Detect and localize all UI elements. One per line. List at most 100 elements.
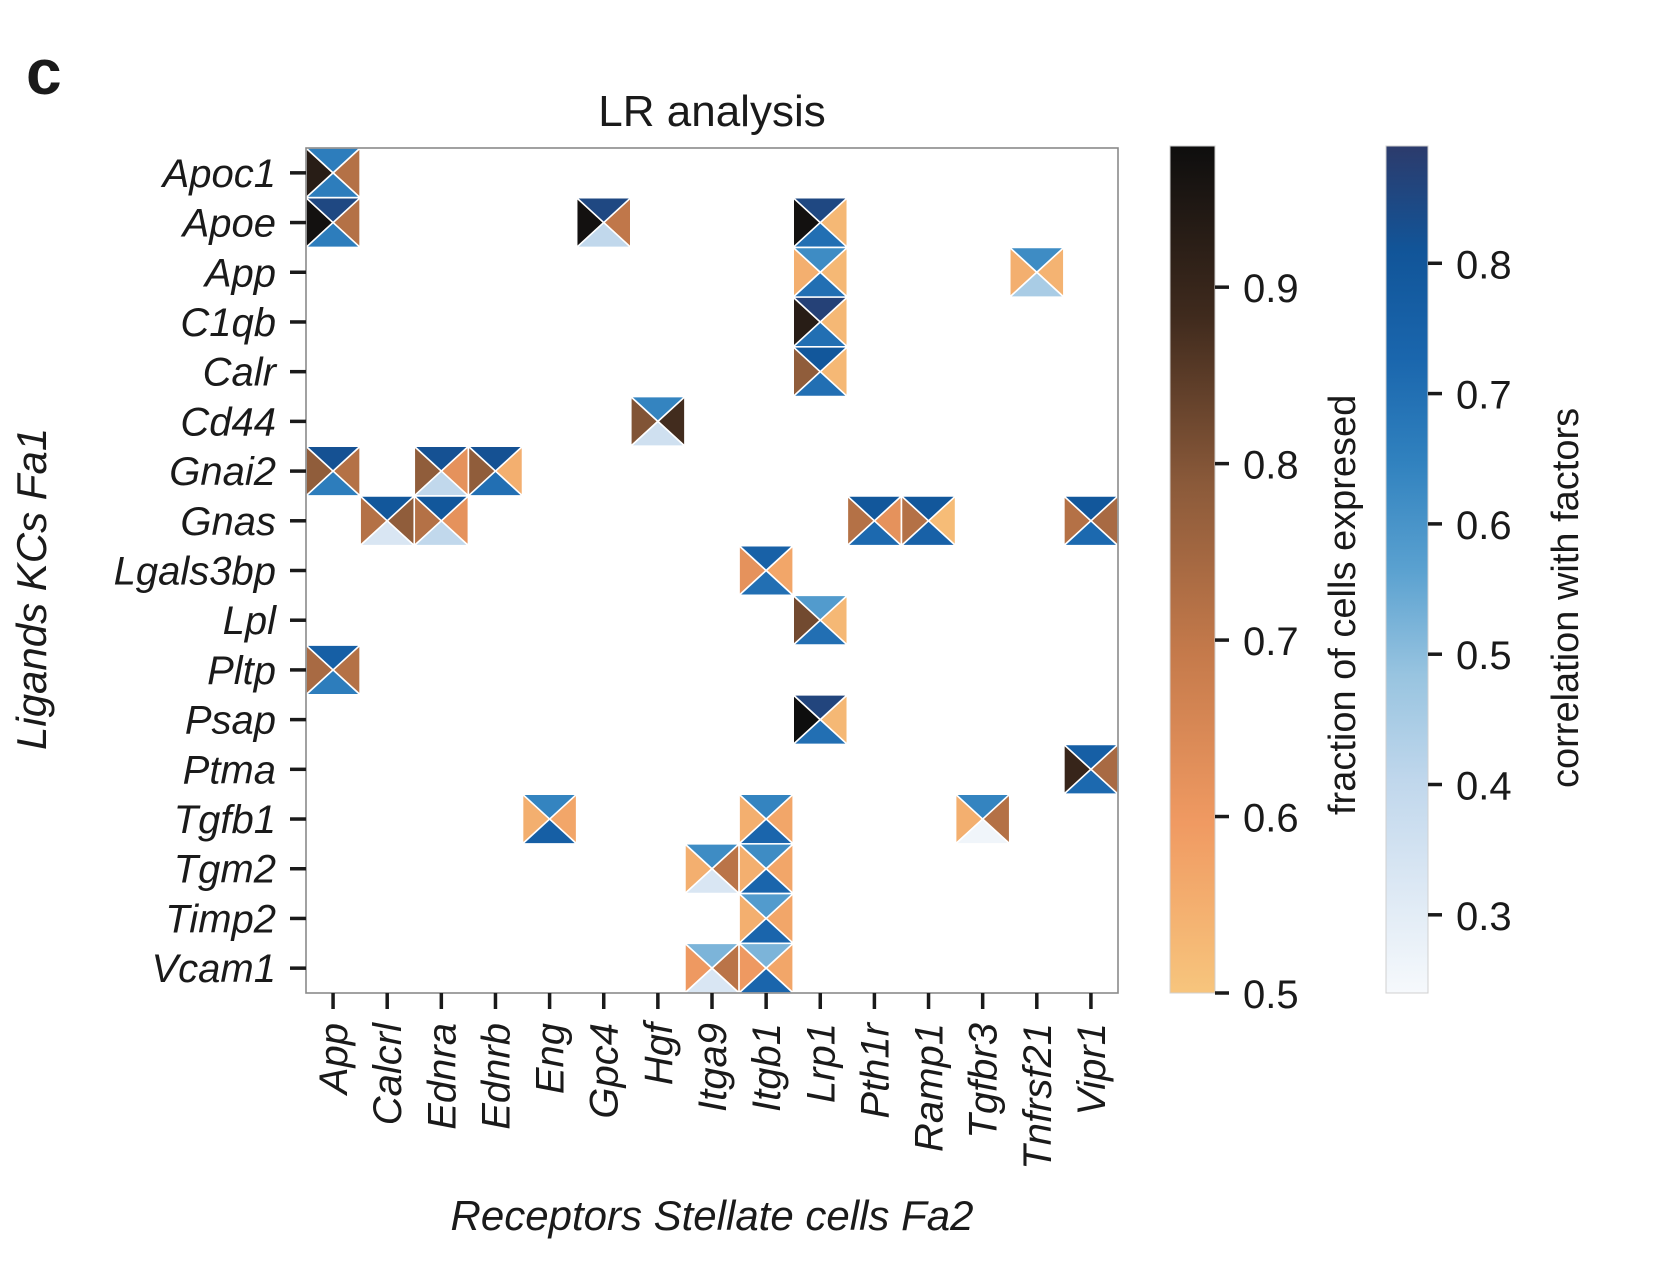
y-tick-label: Calr	[203, 351, 278, 395]
colorbar-fraction	[1169, 145, 1216, 994]
colorbar-correlation-tick-label: 0.3	[1456, 895, 1512, 939]
x-tick-label: Calcrl	[366, 1022, 410, 1125]
cell-Gnai2-Ednrb-receptor-corr	[467, 470, 524, 497]
cell-Lgals3bp-Itgb1-receptor-corr	[738, 569, 795, 597]
y-tick-label: Tgm2	[174, 848, 276, 892]
cell-Gnai2-App-receptor-corr	[305, 470, 361, 497]
x-tick-label: Ednra	[420, 1023, 464, 1130]
cell-Apoe-Lrp1-ligand-corr	[792, 196, 849, 224]
y-tick-label: C1qb	[180, 301, 276, 345]
x-tick-label: Hgf	[637, 1019, 681, 1085]
x-tick-label: Ramp1	[908, 1023, 952, 1152]
cell-Tgm2-Itga9-ligand-corr	[684, 843, 740, 870]
cell-Calr-Lrp1-receptor-corr	[792, 370, 849, 398]
cell-Gnas-Ramp1-receptor-corr	[900, 519, 957, 547]
colorbar-fraction-tick-label: 0.7	[1243, 620, 1299, 664]
cell-Ptma-Vipr1-receptor-corr	[1063, 768, 1119, 795]
colorbar-correlation-tick-label: 0.6	[1456, 504, 1512, 548]
cell-Pltp-App-ligand-corr	[305, 644, 361, 671]
cell-App-Lrp1-ligand-corr	[792, 246, 849, 274]
x-tick-label: Lrp1	[799, 1023, 843, 1103]
cell-Gnas-Ednra-receptor-corr	[413, 519, 470, 547]
cell-Gnas-Ramp1-ligand-corr	[900, 495, 957, 522]
y-tick-label: Tgfb1	[174, 798, 276, 842]
cell-Tgfb1-Itgb1-ligand-corr	[738, 793, 795, 820]
colorbar-correlation-label: correlation with factors	[1545, 407, 1587, 788]
y-tick-label: Ptma	[183, 748, 276, 792]
cell-Gnai2-Ednrb-ligand-corr	[467, 445, 524, 472]
cell-Pltp-App-receptor-corr	[305, 669, 361, 696]
colorbar-fraction-tick-label: 0.8	[1243, 444, 1299, 488]
cell-Apoe-Gpc4-ligand-corr	[575, 196, 632, 224]
y-tick-label: Apoe	[181, 202, 276, 246]
cell-Lgals3bp-Itgb1-ligand-corr	[738, 544, 795, 572]
y-tick-label: Vcam1	[152, 947, 277, 991]
cell-Apoe-Gpc4-receptor-corr	[575, 221, 632, 249]
x-tick-label: Eng	[529, 1023, 573, 1094]
cell-Gnas-Calcrl-receptor-corr	[359, 519, 416, 547]
colorbar-fraction-tick-label: 0.6	[1243, 797, 1299, 841]
y-tick-label: Gnas	[180, 500, 276, 544]
colorbar-fraction-tick-label: 0.9	[1243, 267, 1299, 311]
cell-Gnas-Vipr1-receptor-corr	[1063, 519, 1119, 547]
cell-Gnas-Calcrl-ligand-corr	[359, 495, 416, 522]
colorbar-correlation-tick-label: 0.7	[1456, 374, 1512, 418]
cell-Tgfb1-Eng-receptor-corr	[521, 818, 578, 845]
y-tick-label: Lpl	[223, 599, 277, 643]
colorbar-fraction-label: fraction of cells expresed	[1322, 394, 1364, 815]
y-tick-label: Psap	[185, 699, 276, 743]
cell-Apoe-App-receptor-corr	[305, 221, 361, 249]
cell-Psap-Lrp1-ligand-corr	[792, 693, 849, 721]
colorbar-fraction-tick-label: 0.5	[1243, 973, 1299, 1017]
panel-letter: c	[26, 36, 62, 108]
y-tick-label: Apoc1	[161, 152, 276, 196]
cell-Cd44-Hgf-ligand-corr	[629, 395, 686, 423]
y-tick-label: Gnai2	[169, 450, 276, 494]
x-axis-label: Receptors Stellate cells Fa2	[450, 1192, 974, 1239]
cell-Gnas-Pth1r-ligand-corr	[846, 495, 903, 522]
cell-Gnas-Vipr1-ligand-corr	[1063, 495, 1119, 522]
y-axis-label: Ligands KCs Fa1	[8, 427, 55, 750]
cell-App-Tnfrsf21-receptor-corr	[1008, 271, 1065, 298]
colorbar-correlation-tick-label: 0.4	[1456, 765, 1512, 809]
cell-App-Tnfrsf21-ligand-corr	[1008, 246, 1065, 274]
y-tick-label: Cd44	[180, 400, 276, 444]
cell-Cd44-Hgf-receptor-corr	[629, 420, 686, 448]
cell-Tgfb1-Eng-ligand-corr	[521, 793, 578, 820]
cell-Timp2-Itgb1-ligand-corr	[738, 892, 795, 920]
y-tick-label: App	[203, 251, 276, 295]
cell-Gnai2-App-ligand-corr	[305, 445, 361, 472]
cell-Gnai2-Ednra-ligand-corr	[413, 445, 470, 472]
colorbar-correlation-tick-label: 0.5	[1456, 634, 1512, 678]
x-tick-label: Tnfrsf21	[1016, 1023, 1060, 1170]
cell-C1qb-Lrp1-ligand-corr	[792, 296, 849, 323]
cell-Vcam1-Itga9-ligand-corr	[684, 942, 740, 969]
y-tick-label: Pltp	[207, 649, 276, 693]
cell-Tgfb1-Tgfbr3-receptor-corr	[954, 818, 1011, 845]
cell-Apoe-App-ligand-corr	[305, 196, 361, 224]
x-tick-label: Tgfbr3	[962, 1023, 1006, 1139]
colorbar-correlation	[1385, 145, 1429, 994]
cell-Tgm2-Itga9-receptor-corr	[684, 867, 740, 895]
cell-Calr-Lrp1-ligand-corr	[792, 346, 849, 373]
x-tick-label: Itga9	[691, 1023, 735, 1112]
x-tick-label: Itgb1	[745, 1023, 789, 1112]
cell-Tgm2-Itgb1-ligand-corr	[738, 843, 795, 870]
cell-Vcam1-Itgb1-ligand-corr	[738, 942, 795, 969]
chart-title: LR analysis	[598, 87, 826, 136]
x-tick-label: App	[312, 1023, 356, 1096]
cell-Ptma-Vipr1-ligand-corr	[1063, 743, 1119, 771]
cell-Psap-Lrp1-receptor-corr	[792, 718, 849, 746]
cell-Lpl-Lrp1-receptor-corr	[792, 619, 849, 646]
x-tick-label: Gpc4	[583, 1023, 627, 1119]
cell-Gnas-Pth1r-receptor-corr	[846, 519, 903, 547]
cell-Gnas-Ednra-ligand-corr	[413, 495, 470, 522]
cell-Tgfb1-Tgfbr3-ligand-corr	[954, 793, 1011, 820]
y-tick-label: Timp2	[165, 897, 276, 941]
cell-Lpl-Lrp1-ligand-corr	[792, 594, 849, 622]
y-tick-label: Lgals3bp	[114, 550, 276, 594]
x-tick-label: Pth1r	[853, 1021, 897, 1118]
colorbar-correlation-tick-label: 0.8	[1456, 243, 1512, 287]
x-tick-label: Vipr1	[1070, 1023, 1114, 1116]
